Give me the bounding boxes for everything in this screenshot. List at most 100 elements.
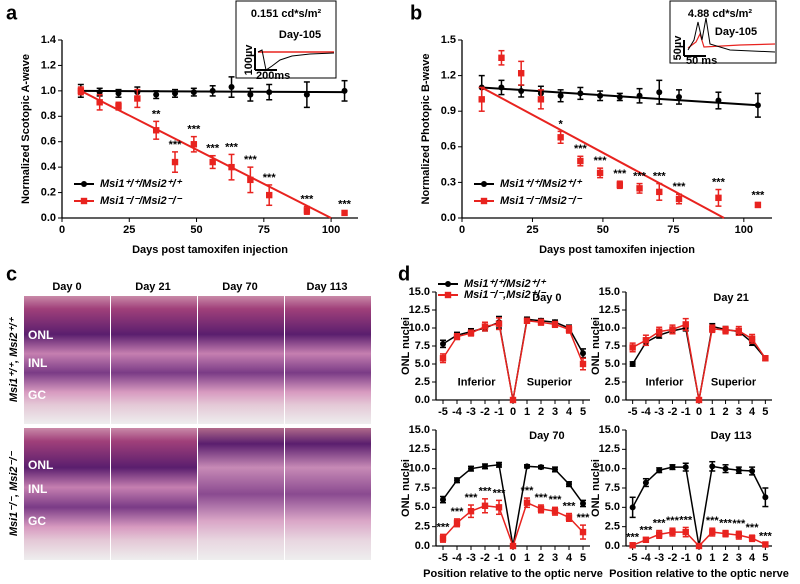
series-line [632, 323, 766, 401]
y-tick-label: 0.0 [441, 212, 456, 224]
data-point [597, 92, 604, 99]
data-point [467, 329, 475, 337]
data-point [171, 158, 179, 166]
x-tick-label: -5 [438, 406, 448, 418]
inset: 4.88 cd*s/m² Day-105 50µv 50 ms [669, 0, 777, 67]
scale-label: 50 ms [686, 55, 717, 67]
y-tick-label: 2.5 [605, 376, 620, 388]
y-tick-label: 12.5 [409, 443, 430, 455]
y-tick-label: 0.0 [41, 212, 56, 224]
significance: *** [225, 141, 239, 153]
data-point [636, 92, 643, 99]
region-label: Inferior [646, 377, 685, 389]
micrograph [285, 296, 371, 424]
scale-label: 100µv [243, 44, 255, 76]
legend-label: Msi1⁺/⁺/Msi2⁺/⁺ [464, 278, 546, 290]
data-point [552, 466, 558, 473]
x-tick-label: -1 [494, 406, 504, 418]
x-tick-label: 2 [538, 552, 544, 564]
column-header: Day 0 [52, 281, 81, 293]
scale-label: 50µv [672, 35, 684, 61]
data-point [579, 528, 587, 536]
data-point [754, 201, 762, 209]
significance: *** [437, 521, 451, 533]
x-tick-label: -5 [438, 552, 448, 564]
x-tick-label: 25 [123, 224, 135, 236]
data-point [495, 320, 503, 327]
data-point [341, 209, 348, 217]
significance: *** [187, 124, 201, 136]
x-tick-label: -1 [681, 406, 691, 418]
y-axis-label: ONL nuclei [400, 459, 412, 517]
legend-label: Msi1⁻/⁻/Msi2⁻/⁻ [500, 195, 582, 207]
data-point [762, 355, 769, 362]
y-tick-label: 0.9 [441, 105, 456, 117]
significance: *** [549, 494, 563, 506]
significance: * [558, 118, 563, 130]
y-tick-label: 7.5 [605, 482, 620, 494]
legend-marker [445, 281, 451, 287]
layer-label: INL [28, 482, 47, 496]
data-point [749, 467, 756, 474]
y-tick-label: 7.5 [605, 340, 620, 352]
x-axis-label: Position relative to the optic nerve [423, 568, 603, 580]
data-point [636, 185, 643, 192]
data-point [247, 91, 254, 98]
data-point [762, 541, 769, 548]
data-point [655, 328, 663, 335]
y-tick-label: 2.5 [415, 521, 430, 533]
micrograph [198, 296, 284, 424]
series-line [631, 325, 766, 401]
data-point [524, 463, 530, 470]
y-axis-label: ONL nuclei [400, 317, 412, 375]
y-tick-label: 15.0 [409, 286, 430, 298]
x-axis-label: Days post tamoxifen injection [132, 244, 288, 256]
legend-marker [481, 181, 487, 187]
data-point [551, 508, 559, 515]
x-tick-label: -3 [466, 406, 476, 418]
x-tick-label: 0 [696, 406, 702, 418]
chart-title: Day 70 [529, 430, 564, 442]
layer-label: GC [28, 514, 46, 528]
x-tick-label: 0 [510, 552, 516, 564]
data-point [709, 528, 716, 536]
data-point [440, 340, 446, 347]
data-point [577, 157, 584, 165]
data-point [439, 355, 447, 362]
data-point [341, 87, 348, 94]
significance: *** [732, 518, 746, 530]
histology: Day 0 Day 21 Day 70 Day 113 Msi1⁺/⁺, Msi… [8, 281, 371, 560]
micrograph [111, 296, 197, 424]
inset-label: Day-105 [715, 26, 757, 38]
significance: *** [263, 172, 277, 184]
data-point [537, 505, 545, 513]
x-tick-label: 1 [709, 552, 715, 564]
panel-label: b [410, 2, 422, 24]
y-tick-label: 0.3 [441, 176, 456, 188]
row-label: Msi1⁺/⁺, Msi2⁺/⁺ [8, 317, 20, 403]
micrograph [111, 428, 197, 560]
data-point [96, 89, 103, 96]
chart-title: Day 21 [713, 292, 748, 304]
significance: *** [300, 193, 314, 205]
x-tick-label: 3 [736, 406, 742, 418]
significance: *** [673, 181, 687, 193]
data-point [538, 464, 544, 471]
y-tick-label: 0.8 [41, 110, 56, 122]
data-point [454, 477, 460, 484]
data-point [453, 333, 461, 340]
y-tick-label: 5.0 [415, 501, 430, 513]
data-point [565, 326, 573, 333]
inset-title: 0.151 cd*s/m² [251, 8, 322, 20]
data-point [172, 90, 179, 97]
region-label: Superior [527, 377, 573, 389]
layer-label: ONL [28, 458, 53, 472]
y-tick-label: 15.0 [599, 424, 620, 436]
data-point [96, 99, 103, 106]
legend-marker [80, 197, 88, 205]
data-point [629, 344, 636, 351]
x-tick-label: 4 [749, 406, 756, 418]
x-tick-label: 1 [709, 406, 715, 418]
data-point [754, 102, 761, 109]
